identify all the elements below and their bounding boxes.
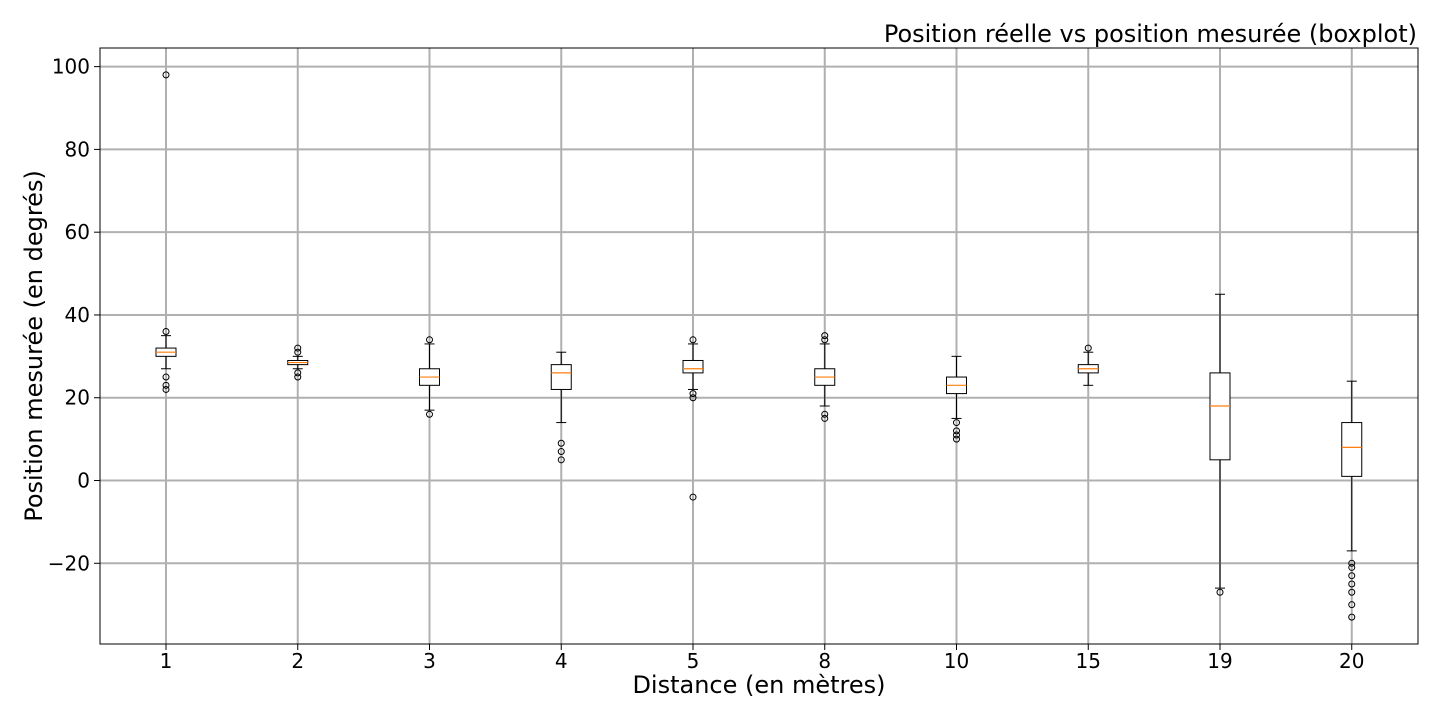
iqr-box [1209,372,1231,461]
y-tick-label: 100 [52,55,90,79]
outlier-point [689,336,697,344]
boxplot-10 [946,355,967,443]
tick-layer: 100 80 60 40 20 0 −20 1 2 3 4 5 8 10 15 19 20 [48,55,1365,673]
outlier-point [1348,563,1356,571]
outlier-point [557,439,565,447]
outlier-point [162,71,170,79]
outlier-point [294,369,302,377]
y-tick-label: 80 [65,137,90,161]
outlier-point [689,493,697,501]
y-tick-label: 20 [65,386,90,410]
outlier-point [162,381,170,389]
outlier-point [953,419,960,427]
y-axis-label: Position mesurée (en degrés) [20,170,48,522]
y-tick-label: 40 [65,303,90,327]
outlier-point [953,431,960,439]
boxplot-8 [814,332,836,422]
outlier-point [557,448,565,456]
iqr-box [682,359,704,374]
boxplot-3 [419,336,440,418]
outlier-point [162,328,170,336]
outlier-point [426,410,433,418]
outlier-point [294,348,302,356]
outlier-point [821,410,829,418]
boxplot-19 [1209,293,1231,596]
x-tick-label: 3 [423,649,436,673]
outlier-point [162,385,170,393]
x-tick-label: 4 [555,649,568,673]
boxplot-1 [155,71,177,393]
outlier-point [557,456,565,464]
boxplot-20 [1341,380,1363,621]
x-tick-label: 19 [1207,649,1232,673]
outlier-point [1348,601,1356,609]
outlier-point [953,427,960,435]
outlier-point [1084,344,1092,352]
outlier-point [821,414,829,422]
outlier-point [294,373,302,381]
outlier-point [162,373,170,381]
outlier-point [1348,559,1356,567]
outlier-point [821,332,829,340]
iqr-box [1341,422,1363,477]
x-axis-label: Distance (en mètres) [632,671,885,699]
outlier-point [689,390,697,398]
y-tick-label: 60 [65,220,90,244]
x-tick-label: 10 [944,649,969,673]
x-tick-label: 2 [291,649,304,673]
outlier-point [1216,588,1224,596]
outlier-point [294,344,302,352]
x-tick-label: 15 [1076,649,1101,673]
outlier-point [426,336,433,344]
outlier-point [1348,572,1356,580]
y-tick-label: −20 [48,551,90,575]
plot-frame [99,47,1419,645]
x-tick-label: 8 [818,649,831,673]
box-layer [155,71,1363,621]
boxplot-15 [1077,344,1099,386]
chart-title: Position réelle vs position mesurée (box… [884,20,1417,48]
boxplot-4 [550,351,572,464]
x-tick-label: 20 [1339,649,1364,673]
x-tick-label: 1 [160,649,173,673]
outlier-point [953,435,960,443]
boxplot-2 [287,344,309,381]
outlier-point [1348,580,1356,588]
boxplot-5 [682,336,704,501]
outlier-point [689,394,697,402]
outlier-point [1348,613,1356,621]
iqr-box [550,364,572,390]
outlier-point [821,336,829,344]
y-tick-label: 0 [77,469,90,493]
outlier-point [1348,588,1356,596]
x-tick-label: 5 [687,649,700,673]
